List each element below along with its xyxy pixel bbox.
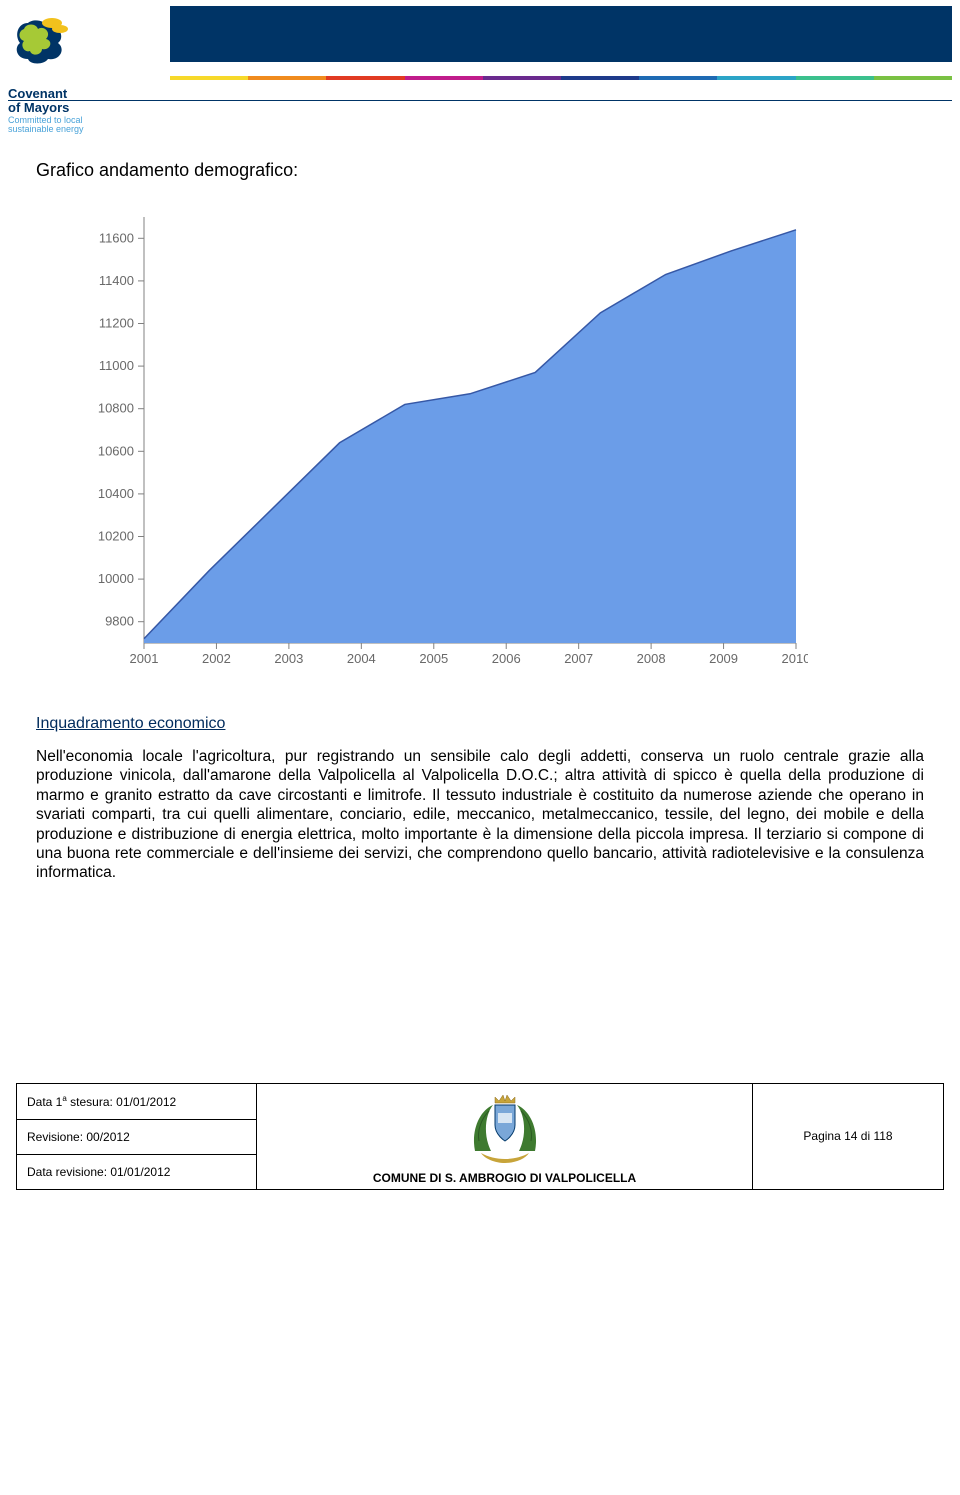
svg-text:10000: 10000	[98, 571, 134, 586]
svg-text:2001: 2001	[130, 651, 159, 666]
svg-text:2004: 2004	[347, 651, 376, 666]
footer-revisione: Revisione: 00/2012	[17, 1119, 257, 1154]
svg-text:2002: 2002	[202, 651, 231, 666]
stesura-label: Data 1	[27, 1095, 62, 1109]
svg-text:2007: 2007	[564, 651, 593, 666]
svg-text:11400: 11400	[99, 273, 134, 288]
footer-left-col: Data 1a stesura: 01/01/2012 Revisione: 0…	[17, 1084, 257, 1189]
footer-center-col: COMUNE DI S. AMBROGIO DI VALPOLICELLA	[257, 1084, 753, 1189]
svg-text:11600: 11600	[99, 230, 134, 245]
header-rule	[8, 100, 952, 101]
svg-text:10600: 10600	[98, 443, 134, 458]
svg-text:2003: 2003	[274, 651, 303, 666]
footer-data-revisione: Data revisione: 01/01/2012	[17, 1154, 257, 1189]
page-footer: Data 1a stesura: 01/01/2012 Revisione: 0…	[0, 1083, 960, 1200]
footer-table: Data 1a stesura: 01/01/2012 Revisione: 0…	[16, 1083, 944, 1190]
subheading-economic: Inquadramento economico	[36, 715, 924, 733]
covenant-logo-icon	[8, 0, 158, 86]
footer-data-stesura: Data 1a stesura: 01/01/2012	[17, 1084, 257, 1119]
body-paragraph: Nell'economia locale l'agricoltura, pur …	[36, 747, 924, 883]
svg-text:2005: 2005	[419, 651, 448, 666]
header-bar	[170, 6, 952, 62]
section-title: Grafico andamento demografico:	[36, 160, 924, 181]
svg-text:10400: 10400	[98, 486, 134, 501]
stesura-rest: stesura: 01/01/2012	[70, 1095, 176, 1109]
svg-text:10800: 10800	[98, 401, 134, 416]
svg-text:2010: 2010	[782, 651, 808, 666]
svg-text:11000: 11000	[99, 358, 134, 373]
logo-sub2: sustainable energy	[8, 125, 158, 135]
area-chart-svg: 9800 10000 10200 10400 10600 10800 11000 11200 1…	[48, 205, 808, 675]
svg-text:10200: 10200	[98, 529, 134, 544]
stesura-sup: a	[62, 1094, 66, 1103]
svg-text:11200: 11200	[99, 316, 134, 331]
svg-text:2008: 2008	[637, 651, 666, 666]
demographic-chart: 9800 10000 10200 10400 10600 10800 11000 11200 1…	[48, 205, 808, 675]
svg-text:9800: 9800	[105, 614, 134, 629]
footer-comune: COMUNE DI S. AMBROGIO DI VALPOLICELLA	[373, 1171, 636, 1185]
rainbow-stripe	[170, 76, 952, 80]
page-header: Covenant of Mayors Committed to local su…	[0, 0, 960, 100]
footer-page-number: Pagina 14 di 118	[753, 1084, 943, 1189]
svg-text:2009: 2009	[709, 651, 738, 666]
logo-line2: of Mayors	[8, 101, 158, 115]
covenant-logo: Covenant of Mayors Committed to local su…	[8, 0, 158, 100]
municipal-crest-icon	[465, 1091, 545, 1169]
page-content: Grafico andamento demografico: 9800 10000…	[0, 100, 960, 903]
svg-text:2006: 2006	[492, 651, 521, 666]
